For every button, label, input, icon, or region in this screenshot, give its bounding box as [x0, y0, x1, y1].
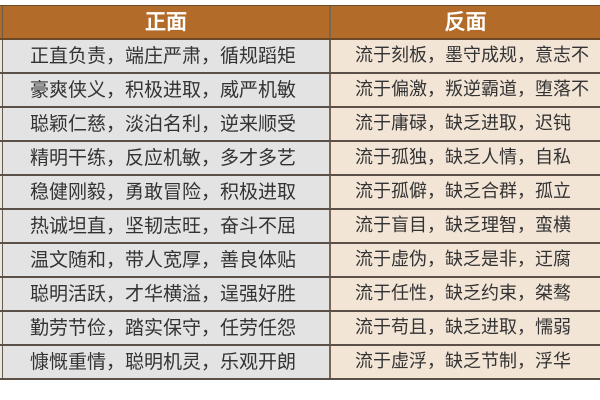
- positive-cell: 聪明活跃，才华横溢，逞强好胜: [3, 278, 331, 310]
- positive-cell: 精明干练，反应机敏，多才多艺: [3, 142, 331, 174]
- positive-cell: 稳健刚毅，勇敢冒险，积极进取: [3, 176, 331, 208]
- row-edge: [0, 108, 3, 140]
- row-edge: [0, 244, 3, 276]
- table-row: 精明干练，反应机敏，多才多艺 流于孤独，缺乏人情，自私: [0, 142, 600, 176]
- negative-cell: 流于偏激，叛逆霸道，堕落不: [331, 74, 600, 106]
- table-row: 豪爽侠义，积极进取，威严机敏 流于偏激，叛逆霸道，堕落不: [0, 74, 600, 108]
- row-edge: [0, 210, 3, 242]
- row-edge: [0, 278, 3, 310]
- positive-cell: 豪爽侠义，积极进取，威严机敏: [3, 74, 331, 106]
- negative-cell: 流于盲目，缺乏理智，蛮横: [331, 210, 600, 242]
- negative-cell: 流于孤独，缺乏人情，自私: [331, 142, 600, 174]
- table-row: 温文随和，带人宽厚，善良体贴 流于虚伪，缺乏是非，迂腐: [0, 244, 600, 278]
- table-header: 正面 反面: [0, 6, 600, 40]
- header-negative: 反面: [331, 6, 600, 38]
- row-edge: [0, 346, 3, 378]
- negative-cell: 流于孤僻，缺乏合群，孤立: [331, 176, 600, 208]
- negative-cell: 流于苟且，缺乏进取，懦弱: [331, 312, 600, 344]
- row-edge: [0, 40, 3, 72]
- table-row: 正直负责，端庄严肃，循规蹈矩 流于刻板，墨守成规，意志不: [0, 40, 600, 74]
- positive-cell: 聪颖仁慈，淡泊名利，逆来顺受: [3, 108, 331, 140]
- traits-table: 正面 反面 正直负责，端庄严肃，循规蹈矩 流于刻板，墨守成规，意志不 豪爽侠义，积极…: [0, 5, 600, 380]
- table-row: 聪颖仁慈，淡泊名利，逆来顺受 流于庸碌，缺乏进取，迟钝: [0, 108, 600, 142]
- table-row: 聪明活跃，才华横溢，逞强好胜 流于任性，缺乏约束，桀骜: [0, 278, 600, 312]
- table-row: 热诚坦直，坚韧志旺，奋斗不屈 流于盲目，缺乏理智，蛮横: [0, 210, 600, 244]
- header-positive: 正面: [3, 6, 331, 38]
- table-row: 稳健刚毅，勇敢冒险，积极进取 流于孤僻，缺乏合群，孤立: [0, 176, 600, 210]
- positive-cell: 热诚坦直，坚韧志旺，奋斗不屈: [3, 210, 331, 242]
- positive-cell: 正直负责，端庄严肃，循规蹈矩: [3, 40, 331, 72]
- negative-cell: 流于任性，缺乏约束，桀骜: [331, 278, 600, 310]
- negative-cell: 流于刻板，墨守成规，意志不: [331, 40, 600, 72]
- row-edge: [0, 142, 3, 174]
- table-row: 慷慨重情，聪明机灵，乐观开朗 流于虚浮，缺乏节制，浮华: [0, 346, 600, 380]
- negative-cell: 流于庸碌，缺乏进取，迟钝: [331, 108, 600, 140]
- row-edge: [0, 176, 3, 208]
- table-row: 勤劳节俭，踏实保守，任劳任怨 流于苟且，缺乏进取，懦弱: [0, 312, 600, 346]
- negative-cell: 流于虚浮，缺乏节制，浮华: [331, 346, 600, 378]
- row-edge: [0, 312, 3, 344]
- row-edge: [0, 74, 3, 106]
- positive-cell: 勤劳节俭，踏实保守，任劳任怨: [3, 312, 331, 344]
- positive-cell: 慷慨重情，聪明机灵，乐观开朗: [3, 346, 331, 378]
- negative-cell: 流于虚伪，缺乏是非，迂腐: [331, 244, 600, 276]
- positive-cell: 温文随和，带人宽厚，善良体贴: [3, 244, 331, 276]
- row-edge: [0, 6, 3, 38]
